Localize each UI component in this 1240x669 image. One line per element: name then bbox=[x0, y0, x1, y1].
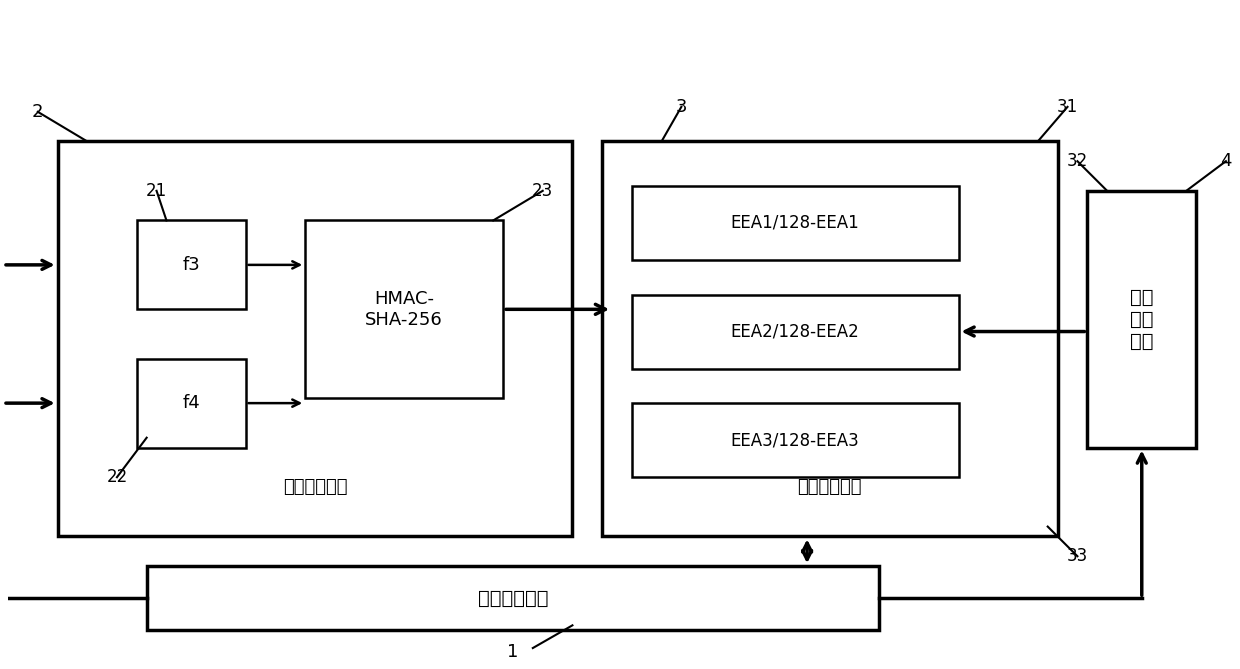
Text: 解密
参数
维护: 解密 参数 维护 bbox=[1130, 288, 1153, 351]
Bar bbox=[136, 221, 246, 309]
Text: 3: 3 bbox=[676, 98, 687, 116]
Bar bbox=[632, 403, 959, 477]
Text: 23: 23 bbox=[532, 182, 553, 200]
Bar bbox=[1087, 191, 1197, 448]
Text: EEA1/128-EEA1: EEA1/128-EEA1 bbox=[730, 214, 859, 232]
Bar bbox=[632, 186, 959, 260]
Text: 22: 22 bbox=[107, 468, 128, 486]
Text: f3: f3 bbox=[182, 256, 200, 274]
Text: 解密算法模块: 解密算法模块 bbox=[797, 478, 862, 496]
Text: 4: 4 bbox=[1220, 152, 1231, 170]
Text: 21: 21 bbox=[146, 182, 167, 200]
Bar bbox=[632, 294, 959, 369]
Bar bbox=[57, 141, 573, 537]
Text: 31: 31 bbox=[1056, 98, 1078, 116]
Bar bbox=[146, 566, 879, 630]
Text: EEA2/128-EEA2: EEA2/128-EEA2 bbox=[730, 322, 859, 341]
Text: 密钥推演模块: 密钥推演模块 bbox=[283, 478, 347, 496]
Text: 1: 1 bbox=[507, 643, 518, 661]
Text: 32: 32 bbox=[1066, 152, 1087, 170]
Text: 2: 2 bbox=[32, 103, 43, 121]
Bar bbox=[603, 141, 1058, 537]
Text: HMAC-
SHA-256: HMAC- SHA-256 bbox=[366, 290, 443, 328]
Text: EEA3/128-EEA3: EEA3/128-EEA3 bbox=[730, 431, 859, 449]
Text: 33: 33 bbox=[1066, 547, 1087, 565]
Text: f4: f4 bbox=[182, 394, 200, 412]
Text: 协议解析模块: 协议解析模块 bbox=[477, 589, 548, 607]
Bar bbox=[305, 221, 503, 398]
Bar bbox=[136, 359, 246, 448]
